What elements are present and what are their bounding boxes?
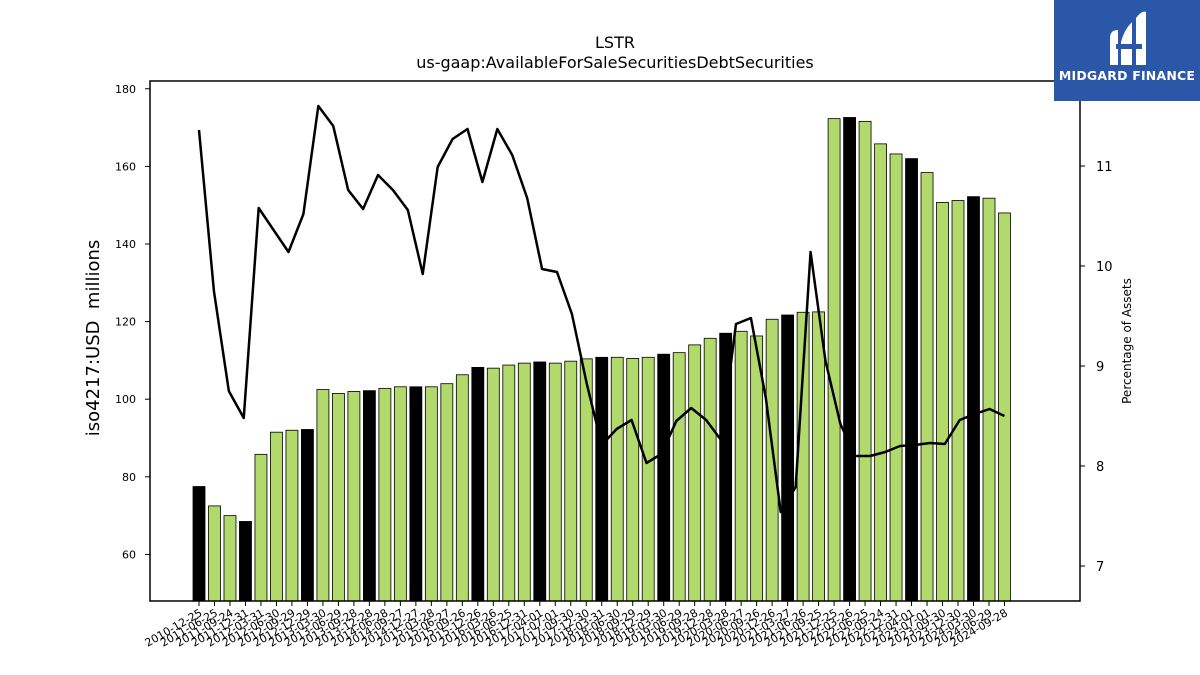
bar (424, 386, 438, 602)
bar (626, 358, 640, 602)
chart-subtitle: us-gaap:AvailableForSaleSecuritiesDebtSe… (416, 53, 814, 72)
bar (889, 153, 903, 602)
bar (905, 158, 918, 602)
bar (812, 311, 825, 602)
bar (502, 364, 516, 602)
bar (920, 172, 934, 602)
bar (486, 367, 500, 602)
bar (564, 360, 578, 602)
bar (858, 120, 872, 602)
y-tick-label: 120 (115, 316, 136, 329)
bar-series (192, 117, 1011, 602)
y-tick-label: 140 (115, 238, 136, 251)
bar (208, 505, 221, 602)
percentage-of-assets-line (197, 104, 1006, 514)
x-axis-ticks: 2010-12-252011-06-252011-09-242011-12-31… (143, 601, 1010, 650)
y-tick-label: 80 (122, 471, 136, 484)
midgard-finance-logo: MIDGARD FINANCE (1054, 0, 1200, 101)
bar (285, 429, 299, 602)
y-tick-label: 160 (115, 160, 136, 173)
logo-text: MIDGARD FINANCE (1058, 68, 1196, 83)
bar (967, 196, 980, 602)
bar (270, 431, 283, 602)
bar (936, 202, 949, 602)
bar (610, 356, 624, 602)
bar (781, 314, 795, 602)
bar (641, 356, 655, 602)
chart-title: LSTR (595, 33, 635, 52)
y-tick-label: 60 (122, 548, 136, 561)
bar (734, 330, 748, 602)
y-axis-label: iso4217:USD millions (83, 240, 104, 437)
bar (254, 453, 268, 602)
bar (998, 212, 1011, 602)
bar (409, 386, 423, 602)
bar (951, 200, 965, 602)
bar (471, 366, 485, 602)
bar (301, 429, 314, 602)
bar (332, 392, 345, 602)
y2-tick-label: 8 (1096, 460, 1104, 475)
bar (393, 386, 407, 602)
bar (239, 521, 252, 602)
bar (874, 143, 887, 602)
bar (517, 362, 531, 602)
bar (827, 118, 841, 602)
bar (672, 352, 686, 602)
y-tick-label: 100 (115, 393, 136, 406)
percentage-line-layer (197, 104, 1006, 514)
bar (378, 387, 392, 602)
bar (548, 362, 562, 602)
bar (455, 374, 469, 602)
bar (362, 390, 376, 602)
y2-tick-label: 9 (1096, 360, 1104, 375)
y2-tick-label: 11 (1096, 160, 1113, 175)
bar (347, 391, 361, 602)
bar (316, 389, 330, 602)
bar (703, 337, 717, 602)
y2-tick-label: 10 (1096, 260, 1113, 275)
y2-axis-ticks: 7 8 9 10 11 (1080, 160, 1113, 575)
y-tick-label: 180 (115, 83, 136, 96)
bar (533, 361, 547, 602)
bar (688, 344, 702, 602)
bar (223, 515, 237, 602)
midgard-logo-icon (1110, 11, 1146, 66)
bar (843, 117, 856, 602)
bar (192, 486, 206, 602)
y2-tick-label: 7 (1096, 560, 1104, 575)
bar (440, 383, 454, 602)
bar (765, 318, 779, 602)
bar (595, 356, 609, 602)
y2-axis-label: Percentage of Assets (1120, 278, 1134, 404)
bar (982, 197, 996, 602)
bar (657, 353, 671, 602)
y-axis-ticks: 60 80 100 120 140 160 180 (115, 83, 150, 561)
plot-frame (149, 80, 1081, 602)
